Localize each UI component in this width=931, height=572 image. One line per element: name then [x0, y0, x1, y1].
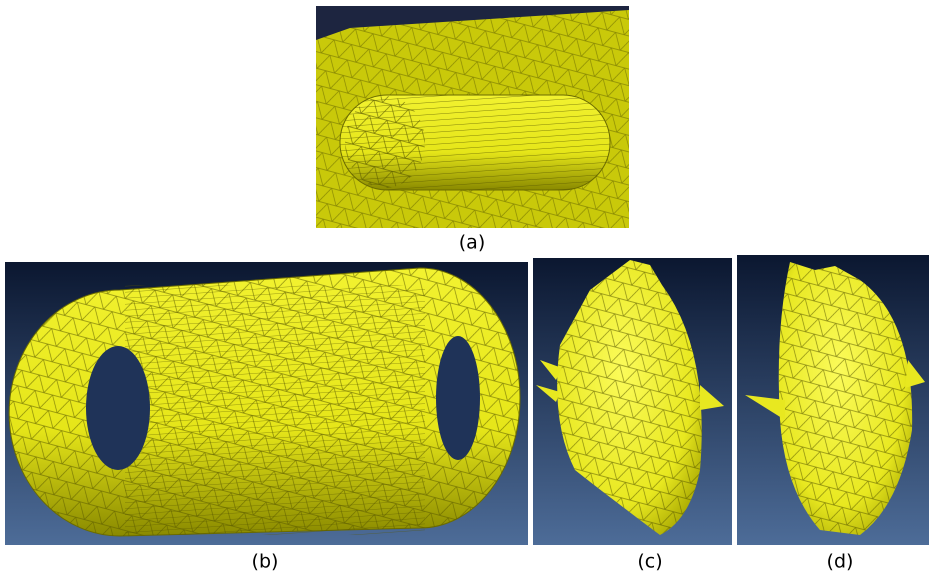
caption: (b): [252, 551, 279, 572]
panel-a: [316, 6, 629, 228]
figure-art: (a) (b) (c) (d): [0, 0, 931, 572]
panel-b: [5, 262, 528, 545]
caption: (d): [827, 551, 854, 572]
panel-d: [737, 255, 929, 545]
caption: (c): [637, 551, 662, 572]
figure: (a) (b) (c) (d): [0, 0, 931, 572]
panel-c: [533, 258, 732, 545]
caption: (a): [459, 232, 485, 254]
